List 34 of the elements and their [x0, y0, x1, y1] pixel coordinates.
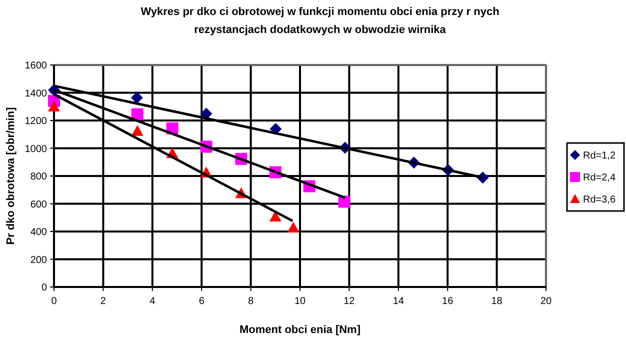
y-tick-label: 600 [30, 199, 48, 210]
x-axis-title: Moment obci enia [Nm] [239, 324, 361, 336]
point [48, 100, 60, 112]
point [131, 108, 144, 120]
y-tick-label: 400 [30, 227, 48, 238]
x-tick-label: 4 [150, 296, 156, 307]
chart-title: Wykres pr dko ci obrotowej w funkcji momentu obci enia przy r nych [140, 6, 500, 18]
chart-subtitle: rezystancjach dodatkowych w obwodzie wirnika [194, 24, 447, 36]
point [200, 108, 212, 120]
x-tick-label: 12 [344, 296, 356, 307]
x-tick-label: 18 [491, 296, 503, 307]
y-tick-label: 1000 [24, 144, 48, 155]
legend-label: Rd=3,6 [583, 194, 616, 206]
x-tick-label: 0 [51, 296, 58, 307]
x-tick-label: 8 [248, 296, 254, 307]
x-tick-label: 10 [294, 296, 306, 307]
x-tick-label: 14 [392, 296, 404, 307]
legend-label: Rd=1,2 [583, 150, 616, 162]
y-tick-label: 200 [30, 254, 48, 266]
y-tick-label: 1200 [24, 116, 48, 127]
y-tick-label: 1400 [24, 88, 48, 100]
x-tick-label: 6 [198, 296, 205, 307]
x-tick-label: 16 [442, 296, 454, 307]
y-tick-label: 0 [41, 282, 48, 294]
x-tick-label: 2 [100, 296, 106, 307]
x-tick-label: 20 [540, 296, 552, 307]
y-tick-label: 1600 [24, 60, 48, 72]
y-axis-title: Pr dko obrotowa [obr/min] [5, 106, 17, 245]
point [131, 125, 144, 136]
point [338, 196, 350, 208]
point [287, 222, 300, 233]
point [130, 92, 143, 104]
legend-label: Rd=2,4 [583, 172, 616, 184]
y-tick-label: 800 [30, 172, 48, 182]
